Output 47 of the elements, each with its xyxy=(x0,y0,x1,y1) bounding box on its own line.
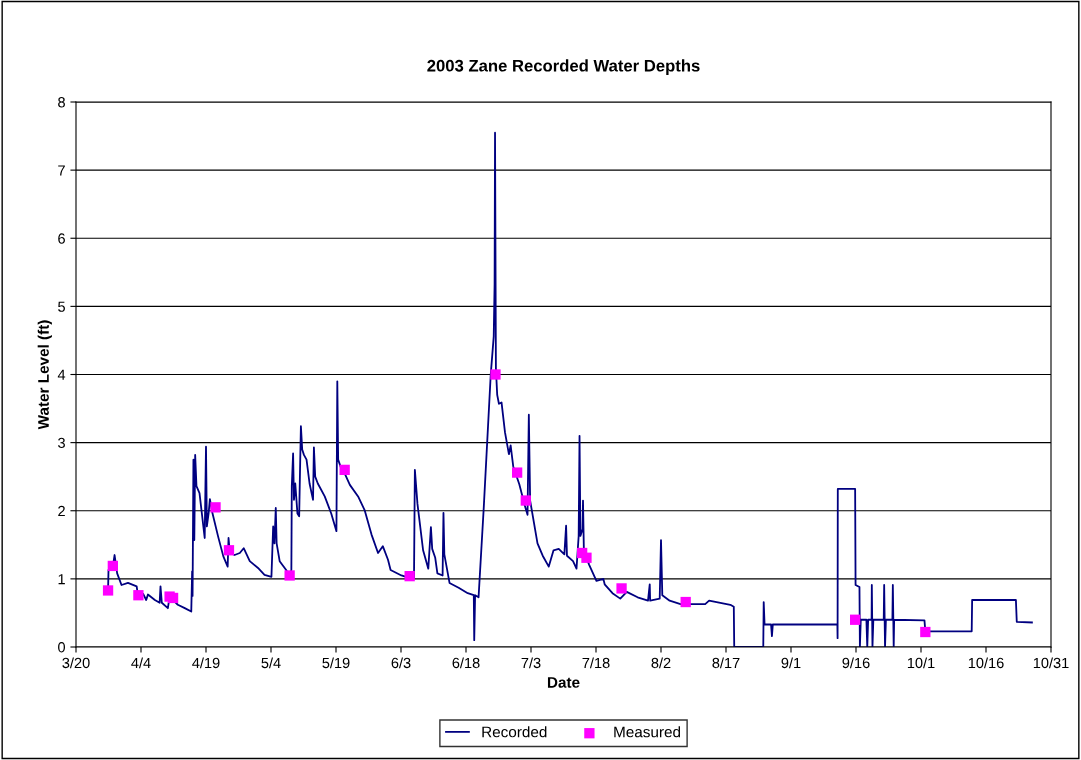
point xyxy=(849,614,861,625)
point xyxy=(511,467,523,478)
x-tick-label: 4/4 xyxy=(131,657,151,669)
legend-label: Measured xyxy=(614,726,681,738)
point xyxy=(133,590,144,601)
x-tick-label: 10/1 xyxy=(907,657,935,669)
y-tick-label: 2 xyxy=(58,505,65,517)
x-tick-label: 3/20 xyxy=(62,657,90,669)
x-tick-label: 8/17 xyxy=(712,657,740,669)
point xyxy=(284,570,295,581)
point xyxy=(404,571,415,582)
x-tick-label: 9/1 xyxy=(781,657,801,669)
y-tick-label: 8 xyxy=(58,97,65,108)
x-tick-label: 4/19 xyxy=(192,657,220,669)
x-tick-label: 10/16 xyxy=(968,657,1004,669)
y-axis-title: Water Level (ft) xyxy=(37,320,52,430)
point xyxy=(167,592,179,604)
point xyxy=(680,596,691,608)
y-tick-label: 1 xyxy=(58,574,65,585)
x-tick-label: 7/3 xyxy=(521,657,541,669)
x-tick-label: 9/16 xyxy=(842,657,870,669)
point xyxy=(616,583,627,594)
y-tick-label: 6 xyxy=(58,233,65,244)
point xyxy=(223,545,235,556)
x-axis-title: Date xyxy=(547,677,580,688)
x-tick-label: 5/19 xyxy=(322,657,350,669)
y-tick-label: 3 xyxy=(58,437,65,449)
point xyxy=(581,552,592,563)
point xyxy=(210,502,221,513)
point xyxy=(107,560,118,572)
point xyxy=(520,495,531,506)
point xyxy=(102,585,114,596)
point xyxy=(339,464,350,476)
x-tick-label: 7/18 xyxy=(582,657,610,669)
y-tick-label: 4 xyxy=(57,369,66,380)
y-tick-label: 7 xyxy=(58,165,65,176)
x-tick-label: 6/18 xyxy=(452,657,480,669)
x-tick-label: 10/31 xyxy=(1033,657,1069,669)
x-tick-label: 6/3 xyxy=(391,657,411,669)
y-tick-label: 0 xyxy=(58,642,66,653)
y-tick-label: 5 xyxy=(58,301,65,312)
x-tick-label: 8/2 xyxy=(651,657,671,669)
point xyxy=(920,626,931,638)
x-tick-label: 5/4 xyxy=(261,657,281,669)
point xyxy=(490,369,501,380)
chart-title: 2003 Zane Recorded Water Depths xyxy=(427,59,700,75)
legend-label: Recorded xyxy=(482,726,547,738)
